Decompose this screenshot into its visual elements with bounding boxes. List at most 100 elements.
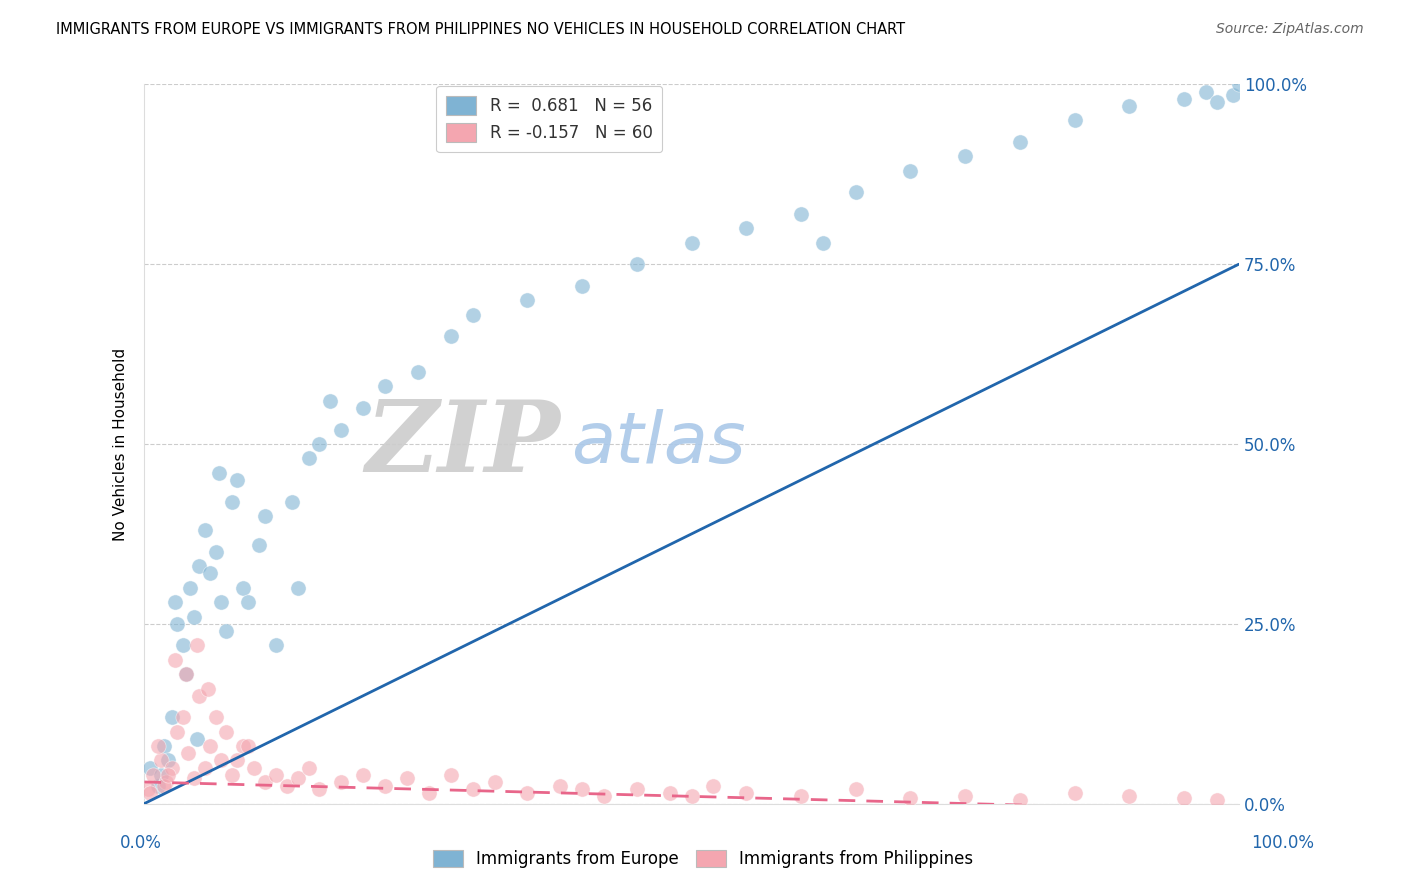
Point bbox=[1008, 135, 1031, 149]
Point bbox=[735, 221, 758, 235]
Point bbox=[232, 581, 254, 595]
Point bbox=[440, 768, 463, 782]
Point bbox=[308, 437, 330, 451]
Point bbox=[172, 638, 194, 652]
Point bbox=[1173, 790, 1195, 805]
Point bbox=[186, 731, 208, 746]
Point bbox=[221, 494, 243, 508]
Point bbox=[1118, 99, 1140, 113]
Point bbox=[166, 724, 188, 739]
Point bbox=[571, 782, 593, 797]
Point bbox=[253, 508, 276, 523]
Point bbox=[215, 724, 238, 739]
Point bbox=[1227, 78, 1250, 92]
Point bbox=[1222, 88, 1244, 103]
Legend: Immigrants from Europe, Immigrants from Philippines: Immigrants from Europe, Immigrants from … bbox=[426, 843, 980, 875]
Point bbox=[1008, 793, 1031, 807]
Point bbox=[183, 772, 205, 786]
Point bbox=[658, 786, 681, 800]
Point bbox=[440, 329, 463, 343]
Text: Source: ZipAtlas.com: Source: ZipAtlas.com bbox=[1216, 22, 1364, 37]
Point bbox=[790, 207, 813, 221]
Point bbox=[297, 451, 319, 466]
Point bbox=[160, 710, 183, 724]
Point bbox=[146, 779, 169, 793]
Point bbox=[352, 401, 374, 415]
Point bbox=[352, 768, 374, 782]
Point bbox=[953, 149, 976, 163]
Point bbox=[183, 609, 205, 624]
Point bbox=[461, 782, 484, 797]
Text: IMMIGRANTS FROM EUROPE VS IMMIGRANTS FROM PHILIPPINES NO VEHICLES IN HOUSEHOLD C: IMMIGRANTS FROM EUROPE VS IMMIGRANTS FRO… bbox=[56, 22, 905, 37]
Point bbox=[953, 789, 976, 804]
Point bbox=[204, 710, 226, 724]
Point bbox=[232, 739, 254, 753]
Point bbox=[243, 761, 266, 775]
Point bbox=[418, 786, 440, 800]
Point bbox=[374, 779, 396, 793]
Point bbox=[194, 761, 217, 775]
Point bbox=[1195, 85, 1218, 99]
Point bbox=[226, 753, 249, 767]
Point bbox=[155, 775, 177, 789]
Point bbox=[142, 768, 165, 782]
Point bbox=[194, 524, 217, 538]
Point bbox=[516, 786, 538, 800]
Point bbox=[139, 786, 162, 800]
Point bbox=[900, 790, 922, 805]
Point bbox=[209, 595, 232, 609]
Point bbox=[1173, 92, 1195, 106]
Y-axis label: No Vehicles in Household: No Vehicles in Household bbox=[114, 348, 128, 541]
Point bbox=[681, 235, 703, 250]
Text: ZIP: ZIP bbox=[366, 396, 560, 492]
Point bbox=[204, 545, 226, 559]
Point bbox=[406, 365, 429, 379]
Point bbox=[548, 779, 571, 793]
Point bbox=[208, 466, 231, 480]
Point bbox=[149, 768, 172, 782]
Point bbox=[197, 681, 219, 696]
Point bbox=[811, 235, 834, 250]
Point bbox=[1063, 786, 1085, 800]
Point bbox=[174, 667, 197, 681]
Point bbox=[146, 739, 169, 753]
Point bbox=[163, 595, 186, 609]
Point bbox=[166, 616, 188, 631]
Point bbox=[157, 753, 180, 767]
Text: 0.0%: 0.0% bbox=[120, 834, 162, 852]
Point bbox=[319, 393, 342, 408]
Point bbox=[276, 779, 298, 793]
Point bbox=[681, 789, 703, 804]
Text: atlas: atlas bbox=[571, 409, 745, 478]
Text: 100.0%: 100.0% bbox=[1251, 834, 1315, 852]
Point bbox=[198, 566, 221, 581]
Point bbox=[209, 753, 232, 767]
Point bbox=[626, 257, 648, 271]
Point bbox=[153, 739, 176, 753]
Point bbox=[221, 768, 243, 782]
Point bbox=[1063, 113, 1085, 128]
Point bbox=[1118, 789, 1140, 804]
Point bbox=[396, 772, 419, 786]
Point bbox=[571, 278, 593, 293]
Point bbox=[374, 379, 396, 393]
Point bbox=[238, 595, 260, 609]
Point bbox=[177, 746, 200, 760]
Point bbox=[188, 689, 211, 703]
Point bbox=[264, 768, 287, 782]
Point bbox=[461, 308, 484, 322]
Point bbox=[215, 624, 238, 638]
Point bbox=[136, 782, 159, 797]
Point bbox=[484, 775, 506, 789]
Legend: R =  0.681   N = 56, R = -0.157   N = 60: R = 0.681 N = 56, R = -0.157 N = 60 bbox=[436, 86, 662, 153]
Point bbox=[287, 581, 309, 595]
Point bbox=[149, 753, 172, 767]
Point bbox=[790, 789, 813, 804]
Point bbox=[247, 538, 270, 552]
Point bbox=[593, 789, 616, 804]
Point bbox=[160, 761, 183, 775]
Point bbox=[153, 779, 176, 793]
Point bbox=[163, 653, 186, 667]
Point bbox=[297, 761, 319, 775]
Point bbox=[308, 782, 330, 797]
